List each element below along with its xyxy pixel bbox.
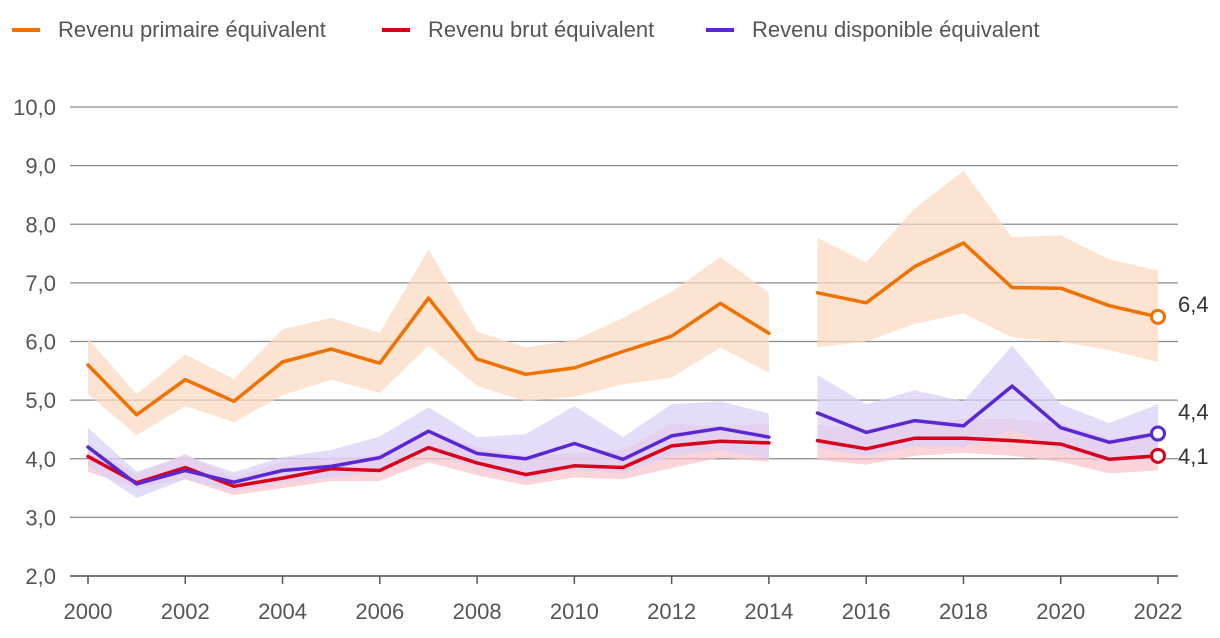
end-value-label: 4,1	[1178, 444, 1209, 469]
x-tick-label: 2006	[355, 599, 404, 624]
legend-label-primaire: Revenu primaire équivalent	[58, 17, 326, 42]
y-tick-label: 7,0	[25, 271, 56, 296]
end-marker-series-1	[1150, 447, 1166, 464]
x-tick-label: 2014	[744, 599, 793, 624]
x-tick-label: 2012	[647, 599, 696, 624]
end-value-label: 4,4	[1178, 400, 1209, 425]
x-tick-label: 2000	[64, 599, 113, 624]
x-tick-label: 2008	[453, 599, 502, 624]
y-tick-label: 10,0	[13, 95, 56, 120]
end-marker-series-2	[1150, 425, 1166, 442]
series-lines	[86, 241, 1160, 489]
legend-label-disponible: Revenu disponible équivalent	[752, 17, 1039, 42]
line-series-1-segment-1	[815, 436, 1160, 462]
x-axis	[70, 575, 1178, 584]
line-series-0-segment-1	[815, 241, 1160, 319]
x-tick-label: 2020	[1036, 599, 1085, 624]
x-tick-label: 2002	[161, 599, 210, 624]
x-tick-label: 2010	[550, 599, 599, 624]
y-tick-label: 3,0	[25, 505, 56, 530]
tick-labels: 2,0 3,0 4,0 5,0 6,0 7,0 8,0 9,0 10,0 2000 2002 2004…	[13, 95, 1182, 624]
line-series-0-segment-0	[86, 296, 771, 417]
end-value-label: 6,4	[1178, 292, 1209, 317]
y-tick-label: 5,0	[25, 388, 56, 413]
confidence-bands	[88, 170, 1158, 498]
y-tick-label: 4,0	[25, 447, 56, 472]
end-marker-series-0	[1150, 308, 1166, 325]
y-tick-label: 6,0	[25, 330, 56, 355]
x-tick-label: 2004	[258, 599, 307, 624]
x-tick-label: 2016	[842, 599, 891, 624]
end-markers: 6,4 4,1 4,4	[1150, 292, 1209, 469]
x-tick-label: 2018	[939, 599, 988, 624]
band-series-2-segment-0	[88, 401, 769, 498]
band-series-0-segment-0	[88, 249, 769, 436]
y-tick-label: 2,0	[25, 564, 56, 589]
legend-label-brut: Revenu brut équivalent	[428, 17, 654, 42]
y-tick-label: 9,0	[25, 154, 56, 179]
y-tick-label: 8,0	[25, 212, 56, 237]
x-tick-label: 2022	[1134, 599, 1183, 624]
line-series-2-segment-1	[815, 384, 1160, 445]
legend: Revenu primaire équivalent Revenu brut é…	[12, 17, 1039, 42]
line-series-2-segment-0	[86, 426, 771, 486]
